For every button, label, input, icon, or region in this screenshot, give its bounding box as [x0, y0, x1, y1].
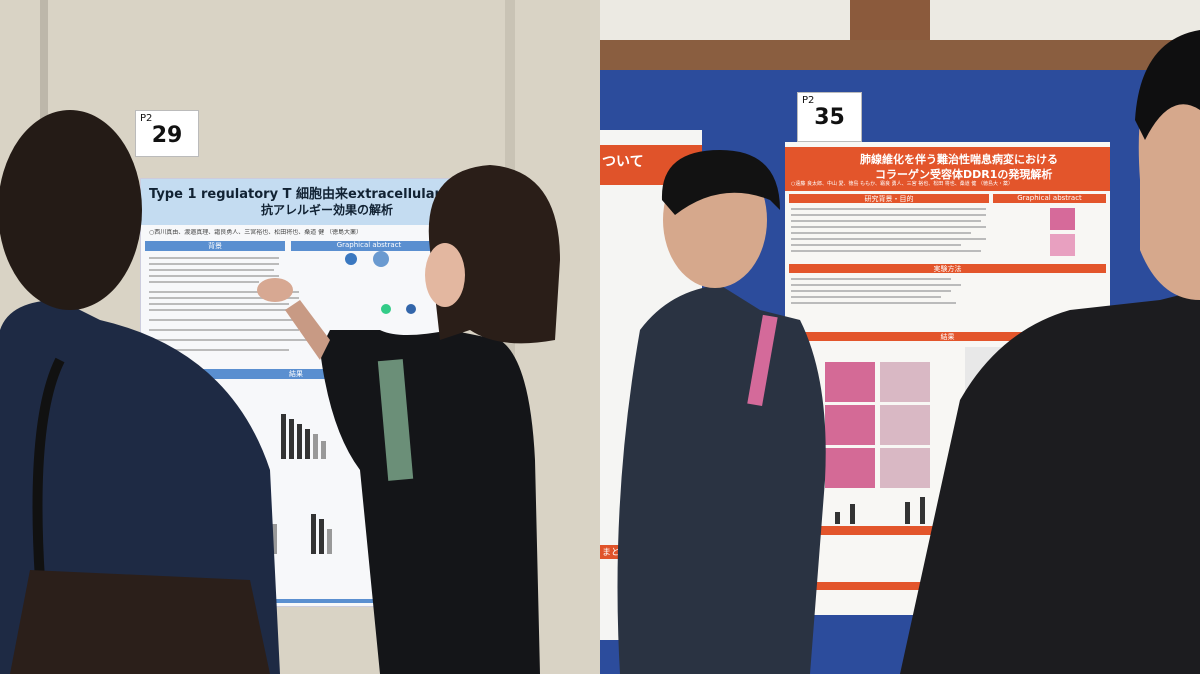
session: P2 — [140, 113, 153, 124]
poster-title: 肺線維化を伴う難治性喘息病変における — [860, 153, 1058, 166]
poster-header — [785, 147, 1110, 191]
section-heading: 実験方法 — [789, 264, 1106, 273]
board-label: P2 29 — [135, 110, 199, 157]
authors: ○西川真由、渡邉真理、霜良勇人、三宮裕也、松田将也、桑道 健 （徳島大薬） — [149, 229, 363, 236]
poster-title: コラーゲン受容体DDR1の発現解析 — [875, 168, 1053, 181]
right-photo: ついて まとめ P2 35 肺線維化を伴う難治性喘息病変における コラーゲン受容… — [600, 0, 1200, 674]
section-heading: 背景 — [145, 241, 285, 251]
section-heading: 結果 — [145, 369, 447, 379]
section-heading: Graphical abstract — [993, 194, 1106, 203]
board-number: 29 — [151, 123, 183, 148]
poster-graphics — [145, 251, 447, 603]
wood-trim — [600, 40, 1200, 70]
board-label: P2 35 — [797, 92, 862, 142]
board-number: 35 — [814, 105, 845, 130]
poster: 肺線維化を伴う難治性喘息病変における コラーゲン受容体DDR1の発現解析 ○遠藤… — [785, 142, 1110, 615]
poster-header — [141, 179, 451, 225]
authors: ○遠藤 良太郎、中山 愛、徳島 ももか、霜良 勇人、三宮 裕也、松田 将也、桑道… — [791, 181, 1013, 187]
poster-title: Type 1 regulatory T 細胞由来extracellular ve… — [149, 187, 504, 202]
section-heading: Graphical abstract — [291, 241, 447, 251]
people — [617, 30, 1200, 674]
section-heading: 結果 — [789, 332, 1106, 341]
poster-title: 抗アレルギー効果の解析 — [261, 203, 394, 217]
people — [0, 110, 560, 674]
section-heading: 研究背景・目的 — [789, 194, 989, 203]
session: P2 — [802, 95, 815, 106]
left-photo: P2 29 Type 1 regulatory T 細胞由来extracellu… — [0, 0, 600, 674]
